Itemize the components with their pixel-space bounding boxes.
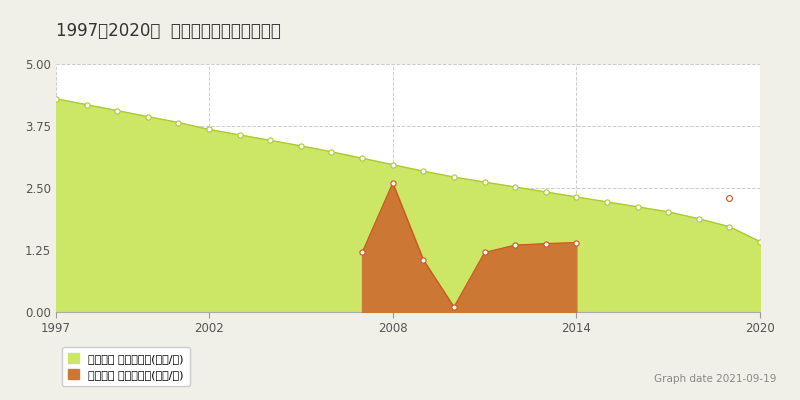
- Point: [417, 168, 430, 174]
- Point: [294, 143, 307, 149]
- Point: [111, 108, 124, 114]
- Point: [478, 179, 491, 185]
- Point: [356, 155, 369, 162]
- Point: [539, 240, 552, 247]
- Point: [142, 113, 154, 120]
- Point: [202, 126, 215, 133]
- Point: [50, 96, 62, 102]
- Legend: 地価公示 平均坊単価(万円/坊), 取引価格 平均坊単価(万円/坊): 地価公示 平均坊単価(万円/坊), 取引価格 平均坊単価(万円/坊): [62, 347, 190, 386]
- Point: [692, 216, 705, 222]
- Point: [662, 209, 674, 215]
- Text: 1997～2020年  樿戸郡月形町の地価推移: 1997～2020年 樿戸郡月形町の地価推移: [56, 22, 281, 40]
- Point: [325, 148, 338, 155]
- Point: [172, 119, 185, 126]
- Point: [264, 137, 277, 144]
- Point: [478, 249, 491, 256]
- Point: [754, 238, 766, 245]
- Point: [417, 257, 430, 263]
- Text: Graph date 2021-09-19: Graph date 2021-09-19: [654, 374, 776, 384]
- Point: [386, 180, 399, 186]
- Point: [570, 239, 582, 246]
- Point: [539, 189, 552, 195]
- Point: [234, 132, 246, 138]
- Point: [723, 224, 736, 230]
- Point: [631, 204, 644, 210]
- Point: [386, 162, 399, 168]
- Point: [356, 249, 369, 256]
- Point: [447, 174, 460, 180]
- Point: [509, 184, 522, 190]
- Point: [601, 199, 614, 205]
- Point: [509, 242, 522, 248]
- Point: [447, 304, 460, 310]
- Point: [723, 195, 736, 201]
- Point: [80, 102, 93, 108]
- Point: [570, 194, 582, 200]
